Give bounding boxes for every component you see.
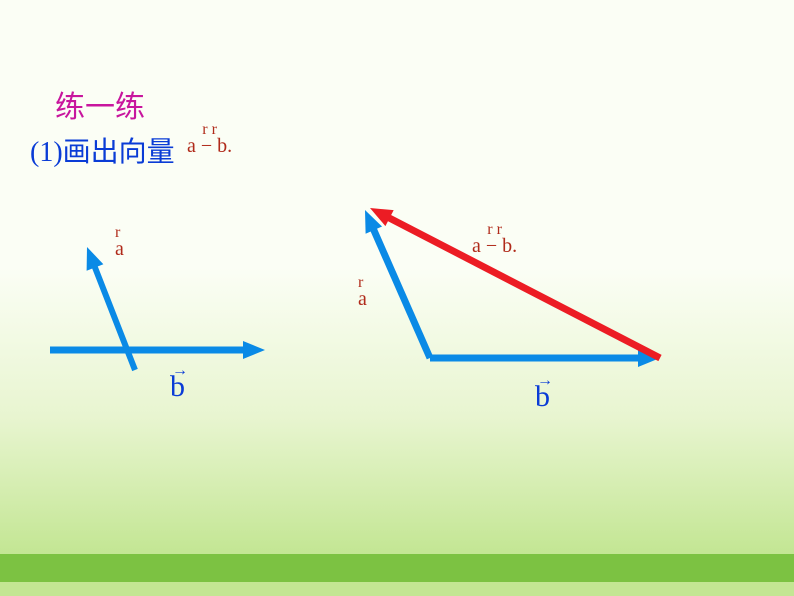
vector-canvas bbox=[0, 0, 794, 596]
